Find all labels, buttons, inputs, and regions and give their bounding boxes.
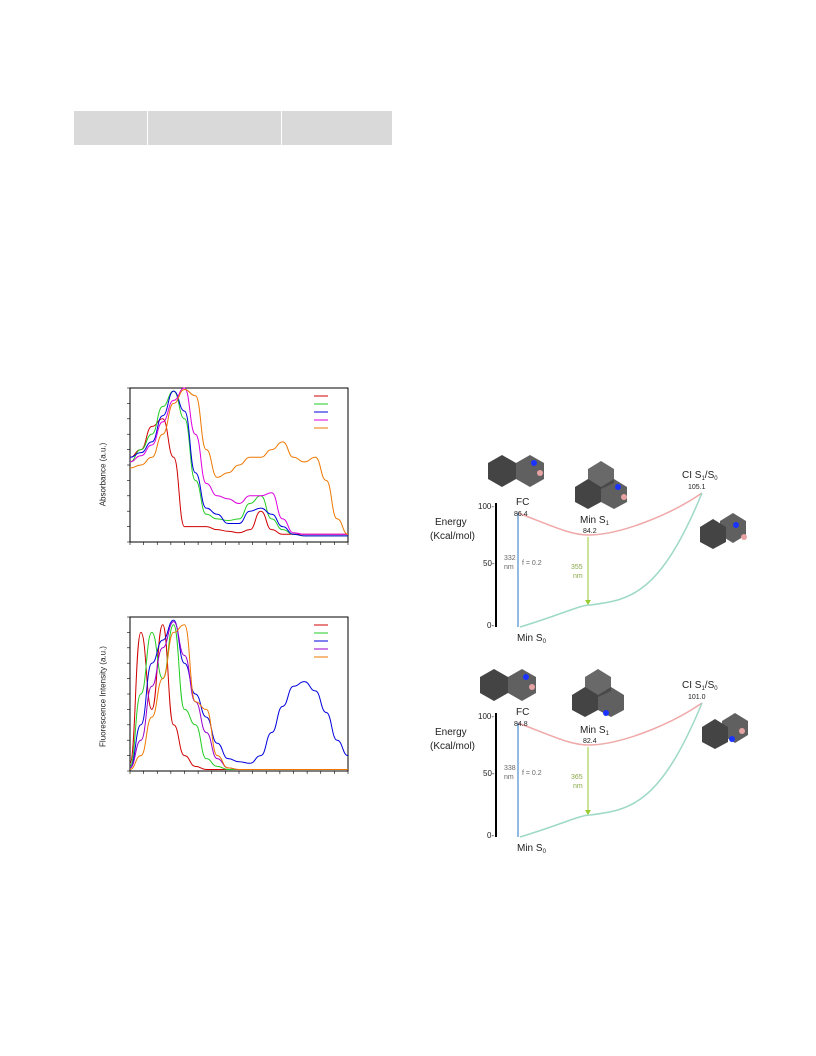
table-header (74, 111, 392, 145)
min-s1-value: 84.2 (583, 528, 597, 535)
tick-label: 100- (478, 712, 494, 721)
oscillator-strength: f = 0.2 (522, 560, 542, 567)
table-header-col (74, 111, 148, 145)
series-line-1 (129, 390, 348, 537)
min-s1-label: Min S1 (580, 725, 610, 737)
fc-value: 86.4 (514, 511, 528, 518)
tick-label: 0- (487, 831, 494, 840)
fluorescence-y-label: Fluorescence Intensity (a.u.) (98, 646, 108, 747)
ci-value: 105.1 (688, 484, 706, 491)
energy-diagram-2: Energy (Kcal/mol) 100- 50- 0- FC 84.8 Mi… (430, 669, 748, 855)
oscillator-strength: f = 0.2 (522, 770, 542, 777)
table-header-col (148, 111, 282, 145)
series-line-4 (129, 389, 349, 535)
tick-label: 50- (483, 559, 495, 568)
absorbance-chart (127, 387, 349, 545)
absorption-wavelength: 332 (504, 555, 516, 562)
energy-axis-unit: (Kcal/mol) (430, 531, 475, 542)
series-line-0 (129, 624, 348, 770)
fluorescence-chart (127, 616, 349, 774)
tick-label: 100- (478, 502, 494, 511)
molecule-icon (480, 669, 536, 701)
emission-wavelength: 365 (571, 774, 583, 781)
energy-axis-unit: (Kcal/mol) (430, 741, 475, 752)
min-s0-label: Min S0 (517, 843, 547, 855)
fc-label: FC (516, 707, 529, 718)
series-line-1 (129, 624, 348, 770)
absorption-unit: nm (504, 774, 514, 781)
molecule-icon (702, 713, 748, 749)
series-line-2 (129, 619, 349, 769)
molecule-icon (700, 513, 747, 549)
series-line-3 (129, 621, 348, 770)
ci-label: CI S1/S0 (682, 470, 718, 482)
tick-label: 50- (483, 769, 495, 778)
series-line-4 (129, 624, 348, 770)
series-line-3 (129, 387, 348, 535)
series-line-2 (129, 390, 348, 537)
emission-wavelength: 355 (571, 564, 583, 571)
fc-label: FC (516, 497, 529, 508)
min-s1-value: 82.4 (583, 738, 597, 745)
energy-axis-title: Energy (435, 727, 467, 738)
energy-axis-title: Energy (435, 517, 467, 528)
tick-label: 0- (487, 621, 494, 630)
absorbance-y-label: Absorbance (a.u.) (98, 442, 108, 507)
absorption-wavelength: 338 (504, 765, 516, 772)
molecule-icon (488, 455, 544, 487)
molecule-icon (575, 461, 627, 509)
series-line-0 (129, 418, 348, 535)
emission-unit: nm (573, 573, 583, 580)
molecule-icon (572, 669, 624, 717)
energy-diagram-1: Energy (Kcal/mol) 100- 50- 0- FC 86.4 Mi… (430, 455, 747, 645)
min-s1-label: Min S1 (580, 515, 610, 527)
table-header-col (282, 111, 392, 145)
ci-value: 101.0 (688, 694, 706, 701)
absorption-unit: nm (504, 564, 514, 571)
emission-unit: nm (573, 783, 583, 790)
fc-value: 84.8 (514, 721, 528, 728)
ci-label: CI S1/S0 (682, 680, 718, 692)
min-s0-label: Min S0 (517, 633, 547, 645)
